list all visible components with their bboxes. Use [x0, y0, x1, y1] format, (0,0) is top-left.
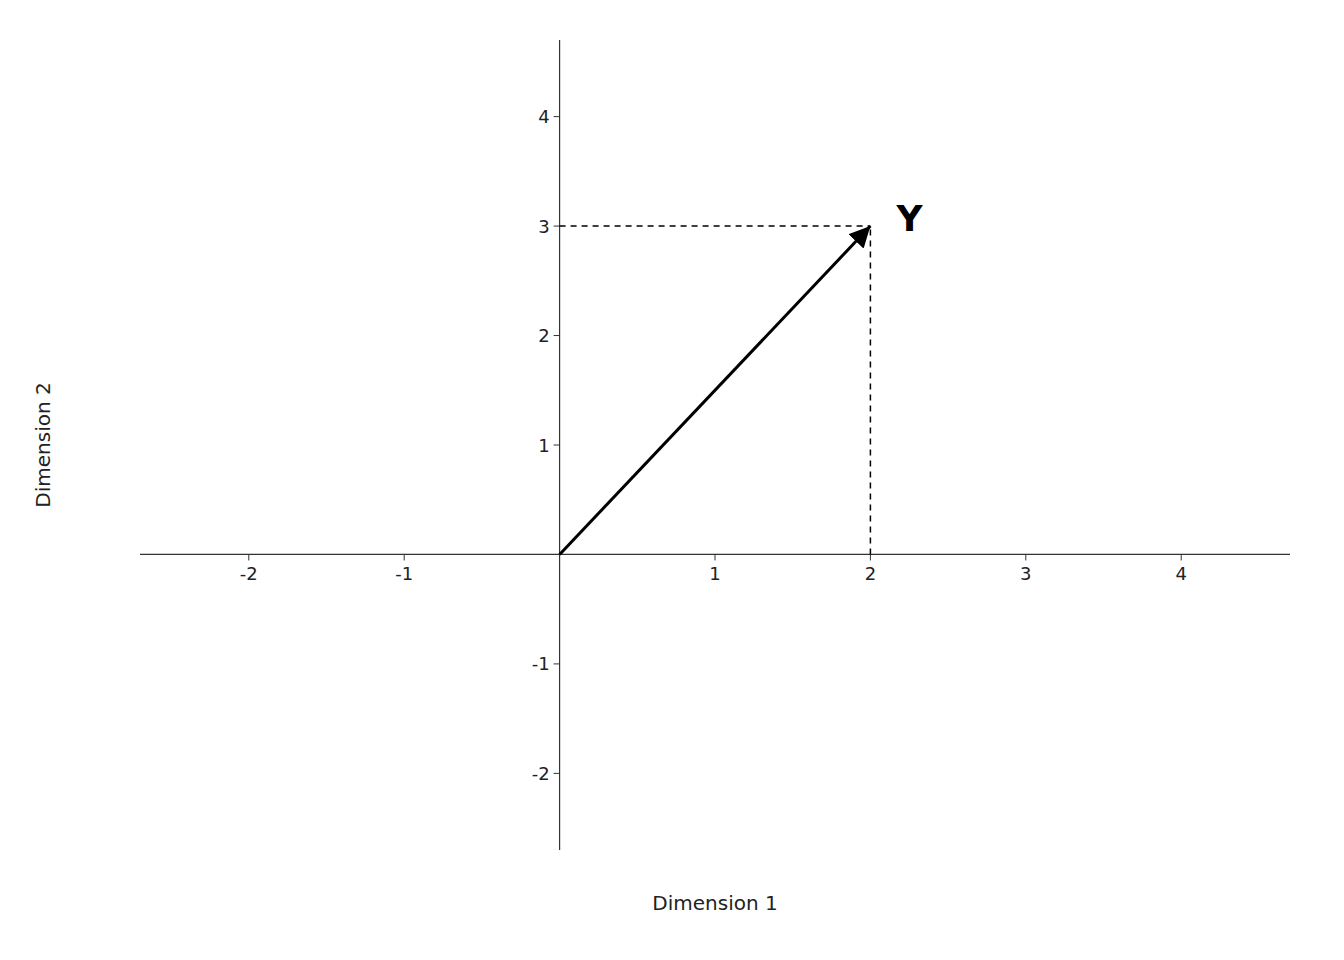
chart: -2 -1 1 2 3 4 -2 -1 1 2 3 4 Y Dimension 1 Dimension 2: [0, 0, 1344, 960]
y-axis-title: Dimension 2: [31, 382, 55, 507]
y-tick-label: 2: [538, 325, 549, 346]
x-tick-label: -2: [240, 563, 258, 584]
x-tick-label: 4: [1175, 563, 1186, 584]
y-tick: [554, 335, 560, 336]
x-axis-title: Dimension 1: [652, 891, 777, 915]
x-tick: [404, 554, 405, 560]
vector-label: Y: [895, 198, 923, 239]
y-tick: [554, 773, 560, 774]
y-tick-label: 4: [538, 106, 549, 127]
y-tick: [554, 116, 560, 117]
vector-arrow: [560, 226, 871, 554]
y-tick-label: -2: [532, 763, 550, 784]
y-tick: [554, 226, 560, 227]
x-tick-label: 2: [865, 563, 876, 584]
dashed-vertical: [870, 226, 872, 554]
x-tick-label: -1: [395, 563, 413, 584]
plot-area: [560, 226, 871, 554]
x-tick: [1181, 554, 1182, 560]
chart-container: -2 -1 1 2 3 4 -2 -1 1 2 3 4 Y Dimension 1 Dimension 2: [0, 0, 1344, 960]
y-tick-label: 1: [538, 435, 549, 456]
x-tick: [715, 554, 716, 560]
x-tick-label: 3: [1020, 563, 1031, 584]
x-tick-label: 1: [709, 563, 720, 584]
y-tick: [554, 445, 560, 446]
x-tick: [870, 554, 871, 560]
y-tick-label: -1: [532, 653, 550, 674]
y-tick-label: 3: [538, 216, 549, 237]
y-tick: [554, 663, 560, 664]
x-tick: [1025, 554, 1026, 560]
dashed-horizontal: [560, 225, 871, 227]
x-tick: [248, 554, 249, 560]
